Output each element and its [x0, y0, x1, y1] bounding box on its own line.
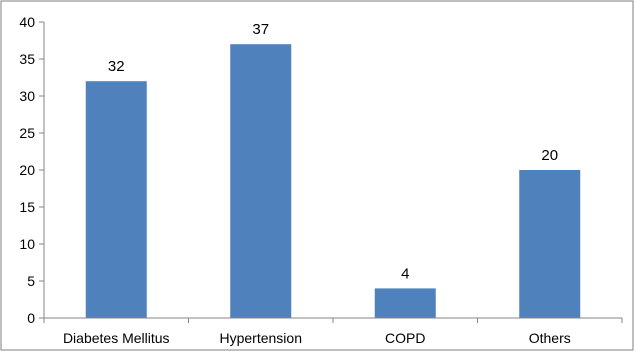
y-tick-label: 10 [19, 236, 35, 252]
bar [519, 170, 581, 318]
x-axis: Diabetes Mellitus Hypertension COPD Others [43, 317, 623, 346]
y-axis: 0 5 10 15 20 25 30 35 40 [19, 14, 45, 326]
data-label: 32 [108, 58, 125, 75]
y-tick-label: 30 [19, 88, 35, 104]
bar [85, 81, 147, 318]
x-category-label: COPD [385, 330, 425, 346]
y-tick-label: 20 [19, 162, 35, 178]
data-label: 20 [541, 147, 558, 164]
bar [230, 44, 292, 318]
x-category-label: Others [529, 330, 571, 346]
y-tick-label: 0 [27, 310, 35, 326]
x-category-label: Diabetes Mellitus [63, 330, 170, 346]
y-tick-label: 25 [19, 125, 35, 141]
y-tick-label: 40 [19, 14, 35, 30]
bar [374, 288, 436, 318]
y-tick-label: 15 [19, 199, 35, 215]
data-label: 4 [401, 265, 409, 282]
data-labels: 32 37 4 20 [108, 21, 558, 282]
x-category-label: Hypertension [220, 330, 303, 346]
bar-series [85, 44, 581, 318]
data-label: 37 [252, 21, 269, 38]
y-tick-label: 35 [19, 51, 35, 67]
y-tick-label: 5 [27, 273, 35, 289]
